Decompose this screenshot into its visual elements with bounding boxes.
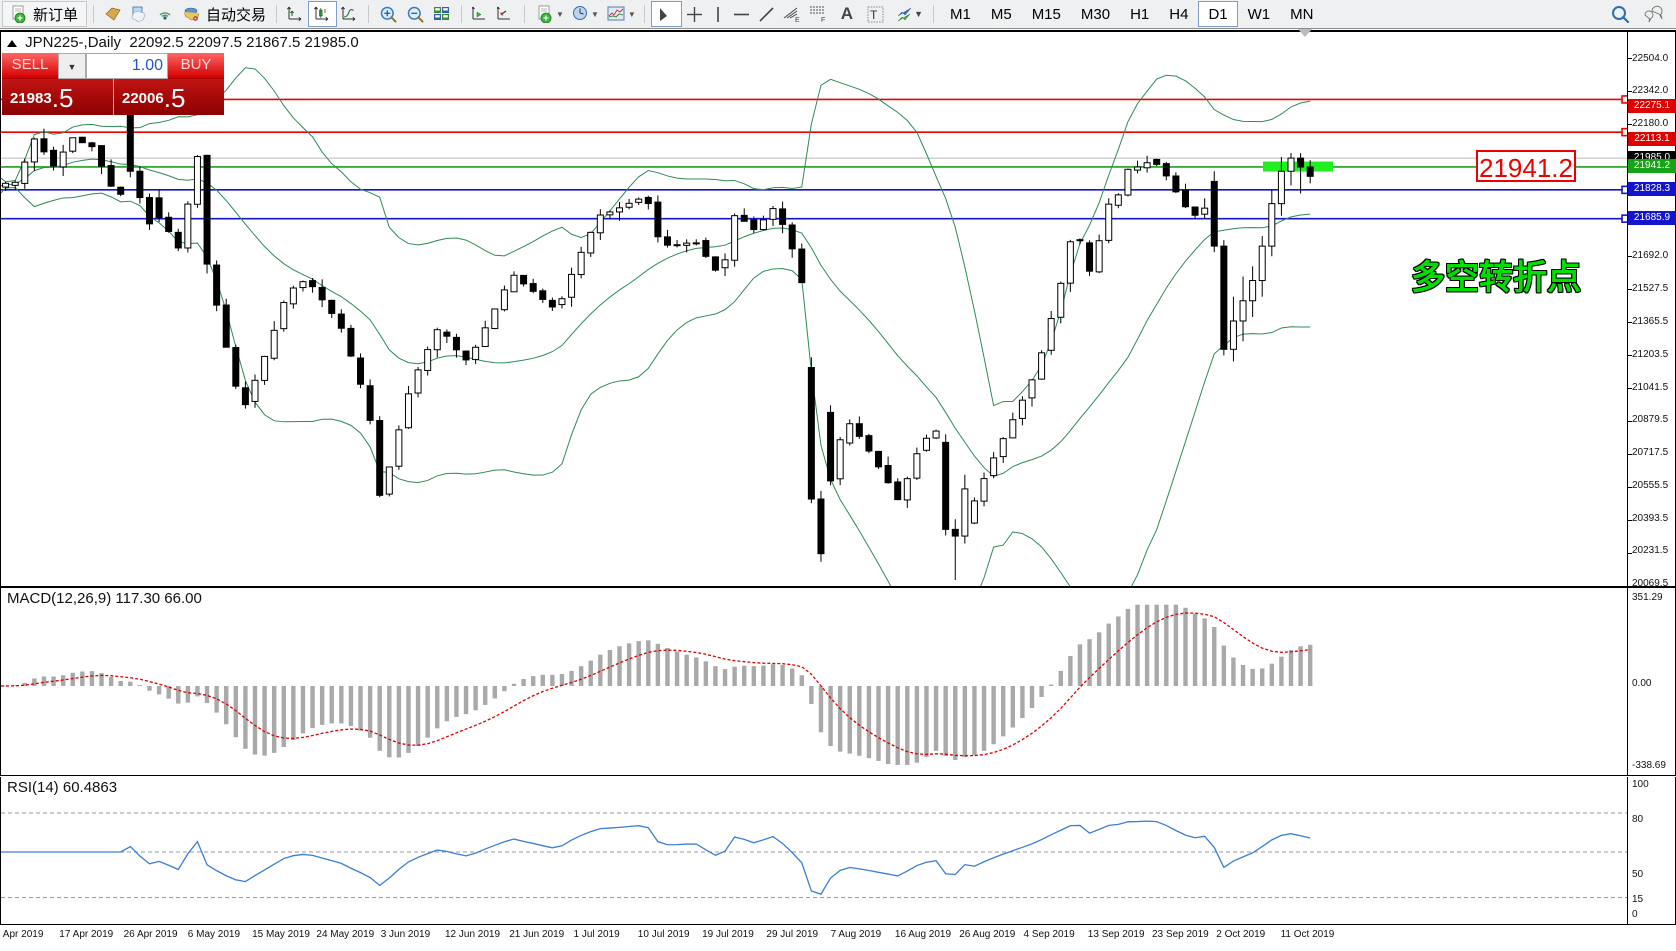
svg-text:F: F: [821, 17, 825, 23]
svg-text:E: E: [795, 17, 800, 23]
svg-text:T: T: [870, 8, 878, 22]
